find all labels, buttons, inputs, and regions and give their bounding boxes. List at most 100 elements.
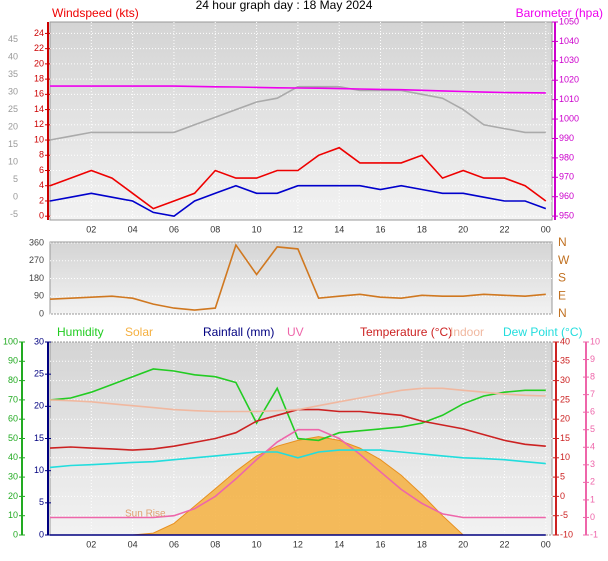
legend-label: Humidity: [57, 325, 104, 339]
y-tick-label: 0: [39, 308, 44, 318]
y-tick-label: E: [558, 288, 566, 302]
y-tick-label: 10: [590, 336, 600, 346]
y-tick-label: 40: [8, 51, 18, 61]
y-tick-label: 0: [39, 211, 44, 221]
y-tick-label: S: [558, 271, 566, 285]
legend-label: Solar: [125, 325, 153, 339]
y-tick-label: 2: [39, 195, 44, 205]
y-tick-label: 1010: [559, 94, 579, 104]
legend-label: Temperature (°C): [360, 325, 452, 339]
y-tick-label: 0: [13, 192, 18, 202]
x-tick-label: 16: [376, 224, 386, 234]
y-tick-label: 6: [39, 165, 44, 175]
line: [49, 146, 547, 210]
y-tick-label: -10: [560, 529, 573, 539]
y-tick-label: 1040: [559, 36, 579, 46]
y-tick-label: 3: [590, 459, 595, 469]
x-tick-label: 14: [334, 224, 344, 234]
y-tick-label: 15: [8, 139, 18, 149]
y-tick-label: N: [558, 235, 567, 249]
y-tick-label: 24: [34, 28, 44, 38]
y-tick-label: 25: [34, 369, 44, 379]
y-tick-label: 1000: [559, 113, 579, 123]
y-tick-label: -5: [560, 510, 568, 520]
y-tick-label: 35: [8, 69, 18, 79]
y-tick-label: 10: [8, 510, 18, 520]
y-tick-label: 25: [8, 104, 18, 114]
y-tick-label: 100: [3, 336, 18, 346]
x-tick-label: 20: [458, 224, 468, 234]
y-tick-label: 5: [590, 424, 595, 434]
x-tick-label: 04: [128, 224, 138, 234]
y-tick-label: 1050: [559, 16, 579, 26]
y-tick-label: 270: [29, 255, 44, 265]
y-tick-label: 10: [34, 465, 44, 475]
y-tick-label: 960: [559, 191, 574, 201]
y-tick-label: 35: [560, 356, 570, 366]
y-tick-label: 22: [34, 43, 44, 53]
y-tick-label: 9: [590, 354, 595, 364]
y-tick-label: 8: [39, 150, 44, 160]
y-tick-label: 18: [34, 73, 44, 83]
line: [49, 387, 546, 413]
legend-label: Rainfall (mm): [203, 325, 274, 339]
y-tick-label: 80: [8, 375, 18, 385]
y-tick-label: 970: [559, 172, 574, 182]
y-tick-label: -5: [10, 209, 18, 219]
y-tick-label: 20: [8, 122, 18, 132]
y-tick-label: 20: [34, 58, 44, 68]
y-tick-label: 30: [8, 86, 18, 96]
y-tick-label: 45: [8, 34, 18, 44]
y-tick-label: 5: [560, 471, 565, 481]
y-tick-label: 5: [39, 497, 44, 507]
legend-label: Indoor: [450, 325, 484, 339]
x-tick-label: 10: [252, 224, 262, 234]
x-tick-label: 06: [169, 539, 179, 549]
x-tick-label: 10: [252, 539, 262, 549]
y-tick-label: 2: [590, 477, 595, 487]
y-tick-label: 15: [560, 433, 570, 443]
y-tick-label: 12: [34, 119, 44, 129]
x-tick-label: 12: [293, 539, 303, 549]
x-tick-label: 22: [499, 539, 509, 549]
y-tick-label: 30: [8, 471, 18, 481]
y-tick-label: 50: [8, 433, 18, 443]
y-tick-label: 0: [39, 529, 44, 539]
y-tick-label: 1020: [559, 75, 579, 85]
x-tick-label: 16: [376, 539, 386, 549]
y-tick-label: 8: [590, 371, 595, 381]
y-tick-label: 40: [8, 452, 18, 462]
x-tick-label: 06: [169, 224, 179, 234]
y-tick-label: 15: [34, 433, 44, 443]
line: [49, 243, 546, 311]
y-tick-label: 4: [39, 180, 44, 190]
y-tick-label: 70: [8, 394, 18, 404]
y-tick-label: 90: [8, 356, 18, 366]
y-tick-label: N: [558, 306, 567, 320]
y-tick-label: 180: [29, 273, 44, 283]
line: [50, 428, 546, 519]
plot-area: [49, 21, 553, 221]
x-tick-label: 12: [293, 224, 303, 234]
y-tick-label: 60: [8, 414, 18, 424]
y-tick-label: 360: [29, 237, 44, 247]
x-tick-label: 08: [210, 539, 220, 549]
x-tick-label: 18: [417, 539, 427, 549]
y-tick-label: 4: [590, 442, 595, 452]
annotation: Sun Rise: [125, 509, 166, 520]
line: [49, 368, 546, 442]
y-tick-label: 40: [560, 336, 570, 346]
y-tick-label: 1: [590, 494, 595, 504]
y-tick-label: 10: [8, 157, 18, 167]
x-tick-label: 04: [128, 539, 138, 549]
y-tick-label: 1030: [559, 55, 579, 65]
y-tick-label: 0: [590, 512, 595, 522]
x-tick-label: 08: [210, 224, 220, 234]
y-tick-label: 0: [13, 529, 18, 539]
y-tick-label: 5: [13, 174, 18, 184]
plot-area: [49, 241, 553, 315]
y-tick-label: 7: [590, 389, 595, 399]
x-tick-label: 02: [86, 539, 96, 549]
legend-label: UV: [287, 325, 304, 339]
y-tick-label: 30: [34, 336, 44, 346]
